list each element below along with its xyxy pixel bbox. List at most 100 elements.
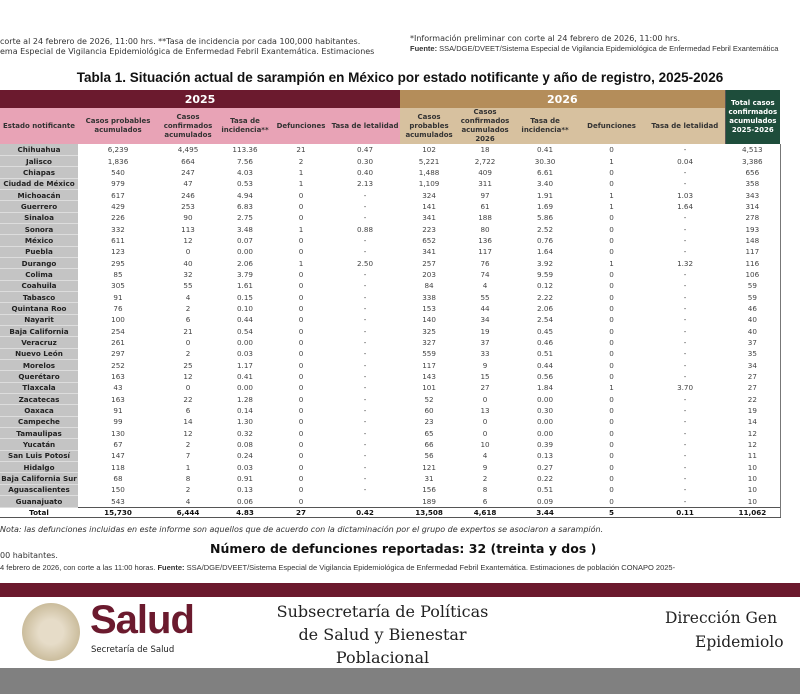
state-cell: Baja California Sur: [0, 472, 78, 485]
value-cell: 11,062: [725, 506, 781, 518]
value-cell: 2: [185, 303, 191, 313]
value-cell: 4.94: [236, 190, 253, 200]
value-cell: 121: [422, 462, 436, 472]
source-text: SSA/DGE/DVEET/Sistema Especial de Vigila…: [184, 563, 676, 572]
value-cell: 189: [422, 496, 436, 506]
mexico-seal-icon: [22, 603, 80, 661]
value-cell: 0: [609, 451, 614, 461]
value-cell: 0.10: [236, 303, 253, 313]
value-cell: 0.45: [537, 326, 554, 336]
value-cell: 34: [480, 315, 490, 325]
state-cell: Nuevo León: [0, 348, 78, 361]
value-cell: -: [363, 451, 367, 461]
value-cell: 37: [480, 338, 490, 348]
value-cell: 193: [725, 223, 781, 235]
value-cell: -: [683, 145, 687, 155]
value-cell: 106: [725, 268, 781, 281]
value-cell: 1.28: [236, 394, 253, 404]
header-2026-col: Defunciones: [578, 108, 646, 144]
value-cell: 2.52: [537, 224, 554, 234]
value-cell: 0: [298, 394, 304, 404]
state-cell: Tlaxcala: [0, 382, 78, 395]
value-cell: 0.00: [537, 417, 554, 427]
value-cell: 43: [113, 383, 123, 393]
value-cell: 61: [480, 201, 490, 211]
value-cell: 4: [482, 451, 488, 461]
value-cell: -: [683, 315, 687, 325]
table-row: Hidalgo 118 1 0.03 0 - 121 9 0.27 0 - 10: [0, 461, 781, 474]
value-cell: 59: [725, 291, 781, 303]
value-cell: -: [363, 383, 367, 393]
value-cell: 0: [609, 326, 614, 336]
value-cell: 10: [725, 461, 781, 473]
value-cell: 15,730: [78, 506, 158, 518]
value-cell: 0: [298, 201, 304, 211]
value-cell: 1: [298, 258, 304, 268]
table-row: Nuevo León 297 2 0.03 0 - 559 33 0.51 0 - 35: [0, 348, 781, 361]
state-cell: Jalisco: [0, 155, 78, 168]
value-cell: 5.86: [537, 213, 554, 223]
value-cell: 0.00: [236, 383, 253, 393]
value-cell: 203: [422, 269, 436, 279]
header-2026-col: Tasa de incidencia**: [512, 108, 579, 144]
value-cell: 0: [609, 440, 614, 450]
value-cell: 117: [478, 247, 492, 257]
value-cell: 543: [111, 496, 125, 506]
value-cell: 100: [111, 315, 125, 325]
value-cell: 0.51: [537, 485, 554, 495]
table-row: Sonora 332 113 3.48 1 0.88 223 80 2.52 0 - 193: [0, 223, 781, 236]
total-header: Total casos confirmados acumulados 2025-…: [724, 90, 781, 144]
value-cell: 305: [111, 281, 125, 291]
state-cell: Puebla: [0, 246, 78, 258]
value-cell: 13: [480, 406, 490, 416]
value-cell: 4: [482, 281, 488, 291]
value-cell: 252: [111, 360, 125, 370]
value-cell: -: [683, 474, 687, 484]
value-cell: 332: [111, 224, 125, 234]
maroon-band: [0, 583, 800, 597]
value-cell: 11: [725, 450, 781, 462]
value-cell: -: [363, 338, 367, 348]
value-cell: -: [683, 462, 687, 472]
value-cell: 409: [478, 167, 492, 177]
value-cell: 0.22: [537, 474, 554, 484]
value-cell: 2.22: [537, 292, 554, 302]
state-cell: San Luis Potosí: [0, 450, 78, 463]
value-cell: -: [683, 292, 687, 302]
header-2026-col: Tasa de letalidad: [645, 108, 726, 144]
value-cell: 1: [609, 258, 614, 268]
value-cell: 0.13: [537, 451, 554, 461]
table-row: Nayarit 100 6 0.44 0 - 140 34 2.54 0 - 40: [0, 314, 781, 327]
salud-logo: Salud: [90, 598, 195, 642]
value-cell: 40: [183, 258, 193, 268]
salud-logo-subtitle: Secretaría de Salud: [91, 645, 175, 655]
gray-bar: [0, 668, 800, 694]
value-cell: 0.42: [330, 506, 401, 518]
table-row: Veracruz 261 0 0.00 0 - 327 37 0.46 0 - 37: [0, 336, 781, 349]
value-cell: 14: [183, 417, 193, 427]
value-cell: 652: [422, 235, 436, 245]
value-cell: 0: [298, 315, 304, 325]
note-right-1: *Información preliminar con corte al 24 …: [410, 34, 681, 43]
value-cell: 1.17: [236, 360, 253, 370]
value-cell: 0: [298, 190, 304, 200]
value-cell: 2.06: [236, 258, 253, 268]
value-cell: 1,109: [418, 179, 440, 189]
value-cell: 0: [298, 303, 304, 313]
value-cell: 6: [185, 406, 191, 416]
value-cell: 0: [609, 269, 614, 279]
value-cell: 35: [725, 348, 781, 360]
value-cell: 0: [298, 485, 304, 495]
table-row: Campeche 99 14 1.30 0 - 23 0 0.00 0 - 14: [0, 416, 781, 429]
subsecretaria: Subsecretaría de Políticas de Salud y Bi…: [260, 600, 505, 669]
value-cell: 0: [609, 235, 614, 245]
value-cell: 9: [482, 360, 488, 370]
value-cell: 0: [298, 451, 304, 461]
value-cell: 32: [183, 269, 193, 279]
value-cell: 0: [609, 394, 614, 404]
value-cell: 22: [725, 393, 781, 405]
value-cell: 2.06: [537, 303, 554, 313]
value-cell: 0.30: [357, 156, 374, 166]
value-cell: 2.13: [357, 179, 374, 189]
value-cell: 0: [609, 247, 614, 257]
